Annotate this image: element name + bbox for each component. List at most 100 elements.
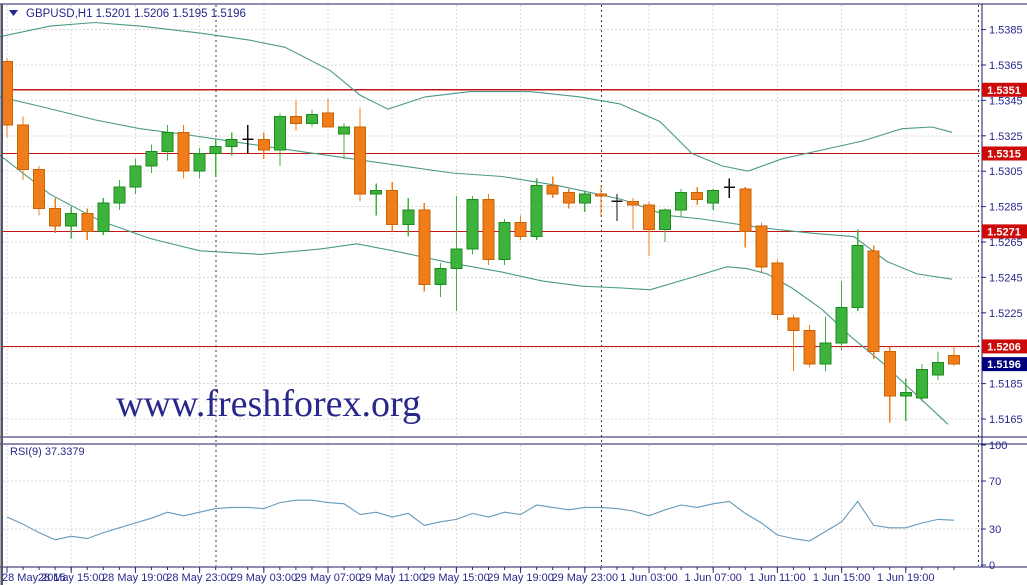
candle	[434, 268, 447, 285]
candle	[675, 191, 688, 211]
candle	[129, 165, 142, 188]
candle	[594, 193, 607, 197]
rsi-indicator	[6, 499, 955, 542]
badge-value: 1.5315	[987, 149, 1021, 161]
candle	[771, 262, 784, 316]
time-label: 29 May 11:00	[359, 572, 425, 584]
rsi-axis[interactable]: 100 70 30 0	[981, 440, 1007, 572]
time-label: 28 May 15:00	[38, 572, 105, 584]
candle	[803, 330, 816, 365]
time-label: 1 Jun 11:00	[749, 572, 806, 584]
candles	[1, 57, 960, 423]
rsi-scale-label: 0	[989, 560, 995, 572]
candle	[193, 153, 206, 172]
candle	[49, 207, 62, 227]
candle	[755, 225, 768, 268]
rsi-scale-label: 100	[989, 440, 1007, 452]
candle	[530, 184, 543, 238]
candle	[643, 204, 655, 231]
period-separators	[215, 5, 979, 566]
badge-value: 1.5206	[987, 341, 1021, 353]
candle	[835, 306, 848, 344]
time-label: 1 Jun 19:00	[877, 572, 935, 584]
rsi-line	[6, 499, 955, 542]
candle	[1, 60, 13, 126]
price-label: 1.5365	[989, 60, 1023, 72]
watermark: www.freshforex.org	[116, 383, 421, 425]
candle	[466, 199, 479, 250]
bollinger-middle	[0, 96, 953, 280]
candle	[931, 361, 944, 376]
time-label: 28 May 19:00	[102, 572, 169, 584]
time-label: 29 May 19:00	[487, 572, 554, 584]
candle	[402, 209, 415, 225]
price-label: 1.5265	[989, 237, 1023, 249]
candle	[418, 209, 431, 285]
candle	[578, 193, 591, 204]
candle	[883, 351, 896, 397]
price-label: 1.5385	[989, 25, 1023, 37]
candle	[546, 184, 559, 195]
candle	[113, 186, 126, 204]
panel-borders	[0, 3, 1027, 585]
candle	[482, 199, 495, 261]
candle	[209, 145, 222, 154]
time-label: 28 May 23:00	[166, 572, 233, 584]
bollinger-bands	[0, 21, 953, 425]
price-label: 1.5245	[989, 272, 1023, 284]
candle	[562, 191, 575, 204]
candle	[322, 112, 334, 128]
line-price-badge	[982, 339, 1027, 354]
candle	[305, 114, 318, 124]
symbol-header: GBPUSD,H1 1.5201 1.5206 1.5195 1.5196	[9, 8, 246, 20]
bid-price-badge	[982, 357, 1027, 372]
line-price-badge	[982, 82, 1027, 97]
price-label: 1.5185	[989, 379, 1023, 391]
rsi-scale-label: 70	[989, 476, 1001, 488]
candle	[819, 342, 832, 365]
badge-value: 1.5351	[987, 85, 1021, 97]
time-label: 29 May 15:00	[423, 572, 490, 584]
candle	[867, 250, 880, 353]
candle	[354, 126, 367, 195]
time-label: 1 Jun 07:00	[684, 572, 742, 584]
candle	[787, 317, 800, 331]
candle	[851, 245, 864, 308]
badge-value: 1.5196	[987, 359, 1021, 371]
chevron-down-icon[interactable]	[9, 10, 18, 16]
time-label: 1 Jun 03:00	[620, 572, 678, 584]
price-axis[interactable]: 1.5385 1.5365 1.5345 1.5325 1.5305 1.5285 1.52…	[981, 25, 1027, 426]
time-label: 1 Jun 15:00	[813, 572, 871, 584]
rsi-label: RSI(9) 37.3379	[10, 446, 85, 458]
candle	[65, 213, 78, 227]
time-label: 29 May 03:00	[230, 572, 297, 584]
candle	[370, 190, 383, 195]
price-label: 1.5165	[989, 414, 1023, 426]
price-label: 1.5325	[989, 131, 1023, 143]
candle	[257, 138, 270, 151]
candle	[626, 200, 639, 206]
candle	[514, 222, 527, 238]
line-price-badge	[982, 224, 1027, 239]
candle	[289, 115, 302, 124]
bollinger-lower	[0, 154, 949, 425]
candle	[33, 168, 46, 209]
candle	[145, 151, 158, 167]
candle	[739, 188, 752, 232]
candle	[707, 190, 720, 204]
candle	[947, 354, 960, 365]
candle	[161, 131, 174, 153]
candle	[97, 202, 110, 232]
candle	[659, 209, 672, 231]
candle	[177, 131, 190, 172]
candle	[450, 248, 463, 270]
time-label: 29 May 23:00	[551, 572, 618, 584]
rsi-scale-label: 30	[989, 524, 1001, 536]
badge-value: 1.5271	[987, 226, 1021, 238]
price-label: 1.5345	[989, 95, 1023, 107]
candle	[498, 222, 511, 261]
candle	[899, 391, 912, 397]
